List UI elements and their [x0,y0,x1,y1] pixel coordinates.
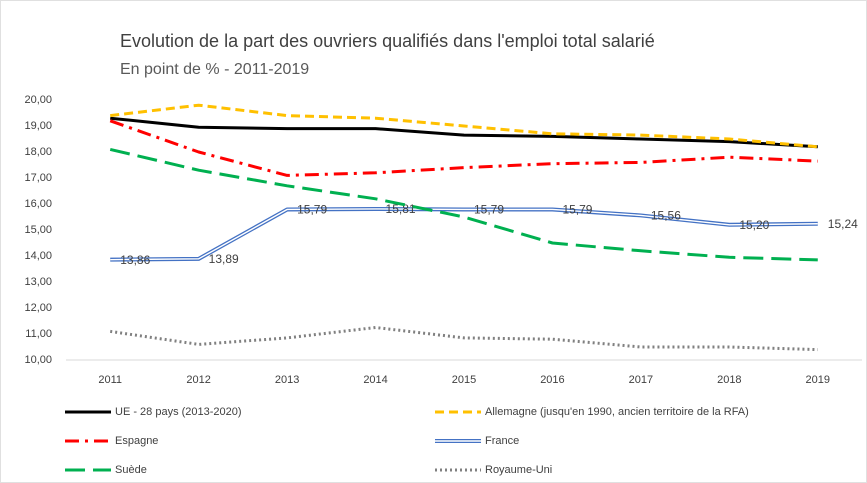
series-line [110,103,818,149]
legend-label: Suède [115,464,147,476]
data-label: 15,79 [562,203,592,217]
x-tick-label: 2015 [452,374,476,386]
y-tick-label: 12,00 [24,302,52,314]
series-line [110,326,818,352]
data-label: 15,79 [474,203,504,217]
legend-label: Royaume-Uni [485,464,552,476]
x-tick-label: 2012 [186,374,210,386]
data-label: 15,24 [828,217,858,231]
x-tick-label: 2014 [363,374,387,386]
legend-label: Allemagne (jusqu'en 1990, ancien territo… [485,406,749,418]
y-tick-label: 15,00 [24,224,52,236]
x-tick-label: 2018 [717,374,741,386]
x-tick-label: 2019 [806,374,830,386]
y-tick-label: 13,00 [24,276,52,288]
chart-title: Evolution de la part des ouvriers qualif… [120,31,655,51]
y-tick-label: 11,00 [25,328,52,340]
data-label: 15,79 [297,203,327,217]
y-tick-label: 10,00 [24,354,52,366]
x-tick-label: 2011 [98,374,122,386]
x-tick-label: 2013 [275,374,299,386]
data-label: 13,89 [209,252,239,266]
series-line-inner [110,208,818,261]
y-tick-label: 20,00 [24,94,52,106]
y-tick-label: 14,00 [24,250,52,262]
legend-label: UE - 28 pays (2013-2020) [115,406,242,418]
legend-label: France [485,435,519,447]
y-tick-label: 19,00 [24,120,52,132]
y-tick-label: 17,00 [24,172,52,184]
series-line [109,119,818,177]
data-label: 15,56 [651,209,681,223]
data-label: 13,86 [120,253,150,267]
y-tick-label: 18,00 [24,146,52,158]
data-label: 15,20 [739,218,769,232]
legend-label: Espagne [115,435,158,447]
data-label: 15,81 [386,202,416,216]
x-tick-label: 2016 [540,374,564,386]
chart-subtitle: En point de % - 2011-2019 [120,61,309,78]
series-line [109,147,818,262]
y-tick-label: 16,00 [24,198,52,210]
series-line [110,116,818,149]
x-tick-label: 2017 [629,374,653,386]
